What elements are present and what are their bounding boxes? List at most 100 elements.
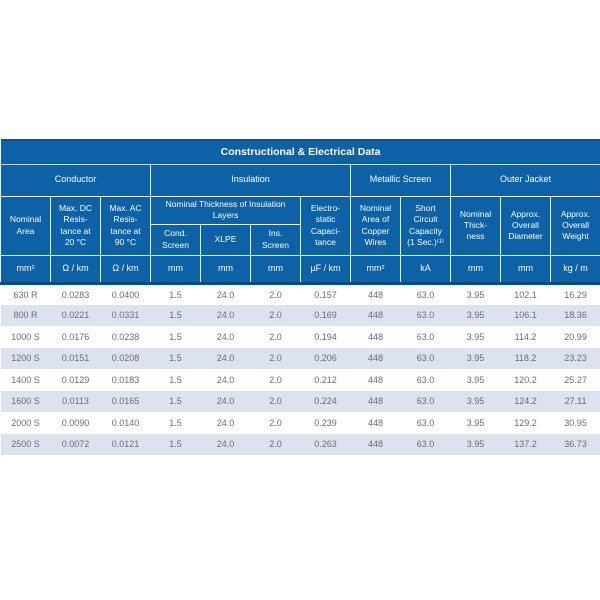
data-cell: 120.2 [500,369,551,391]
data-cell: 1.5 [150,326,201,348]
data-cell: 1200 S [0,347,51,369]
table-body: 630 R 0.0283 0.0400 1.5 24.0 2.0 0.157 448 63.0 3… [0,283,600,455]
table-row: 1400 S 0.0129 0.0183 1.5 24.0 2.0 0.212 448 63.0… [0,369,600,391]
data-cell: 24.0 [200,283,251,305]
data-cell: 16.29 [550,283,600,305]
data-cell: 1.5 [150,347,201,369]
col-electrostatic-capacitance: Electro- static Capaci- tance [300,195,351,256]
data-cell: 0.0090 [50,412,101,434]
data-cell: 0.0331 [100,304,151,326]
data-cell: 3.95 [450,304,501,326]
unit-cell: mm [150,254,201,285]
data-cell: 3.95 [450,390,501,412]
data-cell: 1000 S [0,326,51,348]
data-cell: 0.0400 [100,283,151,305]
data-cell: 3.95 [450,412,501,434]
unit-cell: mm [250,254,301,285]
title-row: Constructional & Electrical Data [0,139,600,165]
data-cell: 102.1 [500,283,551,305]
table-row: 1600 S 0.0113 0.0165 1.5 24.0 2.0 0.224 448 63.0… [0,390,600,412]
data-cell: 0.169 [300,304,351,326]
data-cell: 129.2 [500,412,551,434]
data-cell: 0.0072 [50,433,101,455]
data-cell: 2.0 [250,283,301,305]
col-overall-weight: Approx. Overall Weight [549,195,600,256]
data-cell: 0.0165 [100,390,151,412]
data-cell: 448 [350,433,401,455]
unit-cell: mm [200,254,251,285]
data-cell: 448 [350,347,401,369]
table-header: Constructional & Electrical Data Conduct… [0,139,600,285]
data-cell: 63.0 [400,412,451,434]
unit-cell: mm² [0,254,51,285]
data-cell: 30.95 [550,412,600,434]
data-cell: 137.2 [500,433,551,455]
unit-cell: mm [500,254,551,285]
data-cell: 448 [350,369,401,391]
col-nominal-area: Nominal Area [0,195,51,256]
col-cond-screen: Cond. Screen [150,223,201,256]
data-cell: 1.5 [150,369,201,391]
group-conductor: Conductor [0,163,151,197]
units-row: mm² Ω / km Ω / km mm mm mm µF / km mm² k… [0,254,600,285]
data-cell: 24.0 [200,304,251,326]
data-cell: 0.239 [300,412,351,434]
data-cell: 448 [350,390,401,412]
data-cell: 63.0 [400,347,451,369]
data-cell: 24.0 [200,390,251,412]
col-insulation-thickness-group: Nominal Thickness of Insulation Layers [150,195,301,225]
unit-cell: kg / m [549,254,600,285]
data-cell: 24.0 [200,347,251,369]
subheader-row-upper: Nominal Area Max. DC Resis- tance at 20 … [0,195,600,256]
data-cell: 800 R [0,304,51,326]
group-insulation: Insulation [150,163,351,197]
data-cell: 24.0 [200,369,251,391]
data-cell: 1600 S [0,390,51,412]
data-cell: 448 [350,283,401,305]
data-cell: 0.0283 [50,283,101,305]
data-cell: 0.263 [300,433,351,455]
group-metallic-screen: Metallic Screen [350,163,451,197]
table-row: 1200 S 0.0151 0.0208 1.5 24.0 2.0 0.206 448 63.0… [0,347,600,369]
col-xlpe: XLPE [200,223,251,256]
data-cell: 2.0 [250,412,301,434]
col-jacket-thickness: Nominal Thick- ness [450,195,501,256]
data-cell: 1.5 [150,390,201,412]
data-cell: 2.0 [250,369,301,391]
data-cell: 23.23 [550,347,600,369]
data-cell: 448 [350,304,401,326]
data-cell: 124.2 [500,390,551,412]
table-row: 2500 S 0.0072 0.0121 1.5 24.0 2.0 0.263 448 63.0… [0,433,600,455]
data-cell: 0.0140 [100,412,151,434]
data-cell: 1.5 [150,412,201,434]
data-cell: 0.0151 [50,347,101,369]
data-cell: 3.95 [450,347,501,369]
data-cell: 63.0 [400,283,451,305]
data-cell: 24.0 [200,412,251,434]
data-cell: 24.0 [200,433,251,455]
data-cell: 25.27 [550,369,600,391]
table-title: Constructional & Electrical Data [0,139,600,165]
data-cell: 0.0129 [50,369,101,391]
table-row: 800 R 0.0221 0.0331 1.5 24.0 2.0 0.169 448 63.0 3… [0,304,600,326]
data-cell: 448 [350,412,401,434]
data-cell: 1.5 [150,304,201,326]
data-cell: 0.0208 [100,347,151,369]
unit-cell: mm² [350,254,401,285]
data-cell: 2.0 [250,347,301,369]
data-cell: 3.95 [450,369,501,391]
subheader-row-lower: Cond. Screen XLPE Ins. Screen [1,223,600,256]
data-cell: 106.1 [500,304,551,326]
data-cell: 0.0238 [100,326,151,348]
data-cell: 0.212 [300,369,351,391]
unit-cell: µF / km [300,254,351,285]
data-cell: 2.0 [250,304,301,326]
data-cell: 0.224 [300,390,351,412]
data-cell: 0.0221 [50,304,101,326]
data-cell: 63.0 [400,433,451,455]
unit-cell: Ω / km [50,254,101,285]
data-cell: 2.0 [250,326,301,348]
group-outer-jacket: Outer Jacket [449,163,600,197]
unit-cell: Ω / km [100,254,151,285]
data-cell: 63.0 [400,390,451,412]
